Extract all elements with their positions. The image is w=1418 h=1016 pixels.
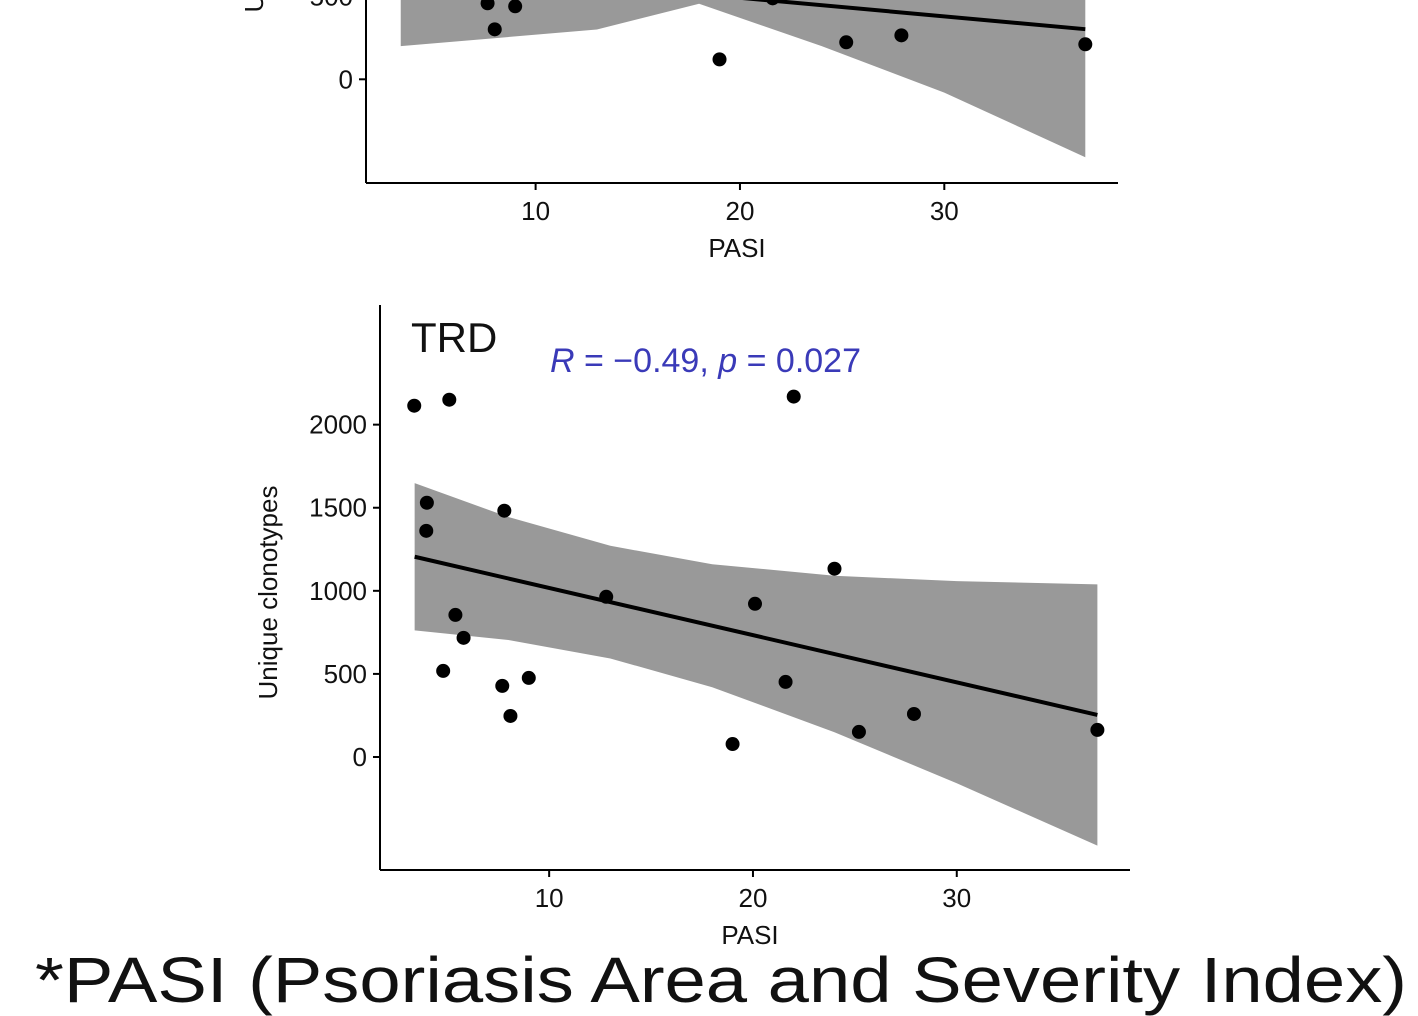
x-tick-label: 20: [739, 883, 768, 913]
x-tick-label: 20: [725, 196, 754, 226]
data-point: [712, 52, 727, 67]
data-point: [521, 670, 536, 685]
y-tick-label: 500: [324, 659, 367, 689]
data-point: [1090, 722, 1105, 737]
data-point: [503, 708, 518, 723]
y-tick-label: 2000: [309, 410, 367, 440]
data-point: [456, 630, 471, 645]
data-point: [508, 0, 523, 14]
data-point: [448, 607, 463, 622]
data-point: [827, 561, 842, 576]
x-axis-label: PASI: [721, 920, 778, 950]
data-point: [778, 674, 793, 689]
data-point: [419, 523, 434, 538]
data-point: [906, 706, 921, 721]
data-point: [839, 35, 854, 50]
data-point: [497, 503, 512, 518]
data-point: [487, 22, 502, 37]
data-point: [442, 392, 457, 407]
confidence-band: [400, 0, 1086, 158]
fit-line: [414, 554, 1098, 717]
stat-part: p: [717, 342, 737, 380]
stat-part: = 0.027: [737, 342, 861, 380]
data-point: [748, 596, 762, 611]
data-point: [599, 589, 614, 604]
x-axis-label: PASI: [708, 233, 765, 263]
data-point: [407, 398, 422, 413]
y-tick-label: 1000: [309, 576, 367, 606]
fit-line: [742, 0, 1086, 32]
y-tick-label: 500: [310, 0, 353, 11]
caption: *PASI (Psoriasis Area and Severity Index…: [35, 944, 1407, 1016]
data-point: [851, 724, 866, 739]
y-tick-label: 0: [353, 742, 367, 772]
data-point: [786, 389, 801, 404]
x-tick-label: 10: [535, 883, 564, 913]
data-point: [725, 737, 740, 752]
data-point: [894, 28, 909, 43]
data-point: [480, 0, 495, 11]
data-point: [419, 495, 434, 510]
stat-part: = −0.49,: [575, 342, 719, 380]
x-tick-label: 30: [942, 883, 971, 913]
y-axis-label: Unique clonotypes: [239, 0, 269, 12]
data-point: [765, 0, 780, 6]
stat-part: R: [550, 342, 575, 380]
confidence-band: [414, 483, 1098, 846]
stat-annotation: R = −0.49, p = 0.027: [550, 342, 861, 380]
panel-title: TRD: [411, 314, 497, 361]
x-tick-label: 10: [521, 196, 550, 226]
y-axis-label: Unique clonotypes: [253, 486, 283, 700]
data-point: [1078, 37, 1093, 52]
x-tick-label: 30: [930, 196, 959, 226]
data-point: [495, 678, 510, 693]
y-tick-label: 0: [339, 64, 353, 94]
y-tick-label: 1500: [309, 493, 367, 523]
data-point: [436, 663, 451, 678]
